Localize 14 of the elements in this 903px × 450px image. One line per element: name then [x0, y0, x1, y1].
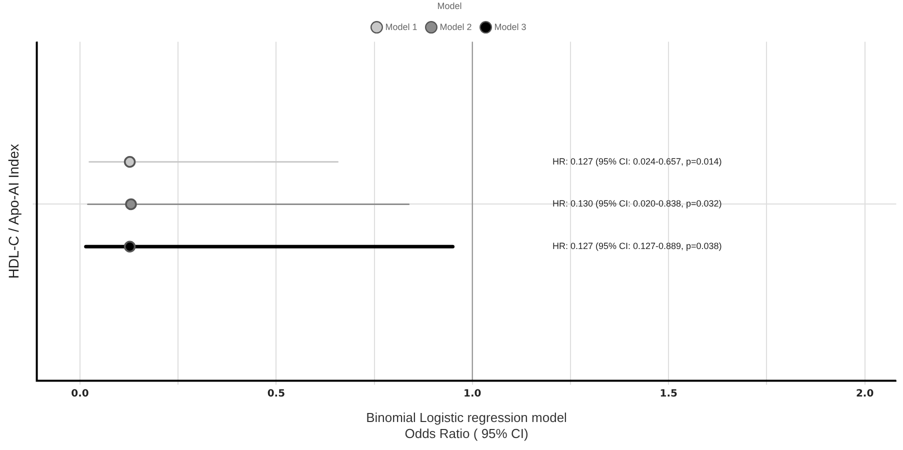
annotation: HR: 0.130 (95% CI: 0.020-0.838, p=0.032) [552, 198, 722, 209]
legend-title: Model [437, 0, 462, 11]
x-tick-label: 0.5 [267, 388, 286, 400]
legend-label: Model 3 [494, 22, 526, 32]
x-tick-label: 2.0 [856, 388, 874, 400]
annotation: HR: 0.127 (95% CI: 0.024-0.657, p=0.014) [552, 156, 722, 166]
legend-label: Model 2 [440, 22, 472, 32]
x-axis-title: Binomial Logistic regression model Odds Ratio ( 95% CI) [366, 410, 568, 441]
x-tick-label: 1.5 [660, 388, 678, 400]
y-axis-title: HDL-C / Apo-AI Index [5, 144, 22, 279]
annotation: HR: 0.127 (95% CI: 0.127-0.889, p=0.038) [552, 241, 722, 252]
x-tick-label: 1.0 [464, 388, 482, 400]
x-tick-label: 0.0 [71, 388, 89, 400]
legend-label: Model 1 [385, 22, 418, 32]
